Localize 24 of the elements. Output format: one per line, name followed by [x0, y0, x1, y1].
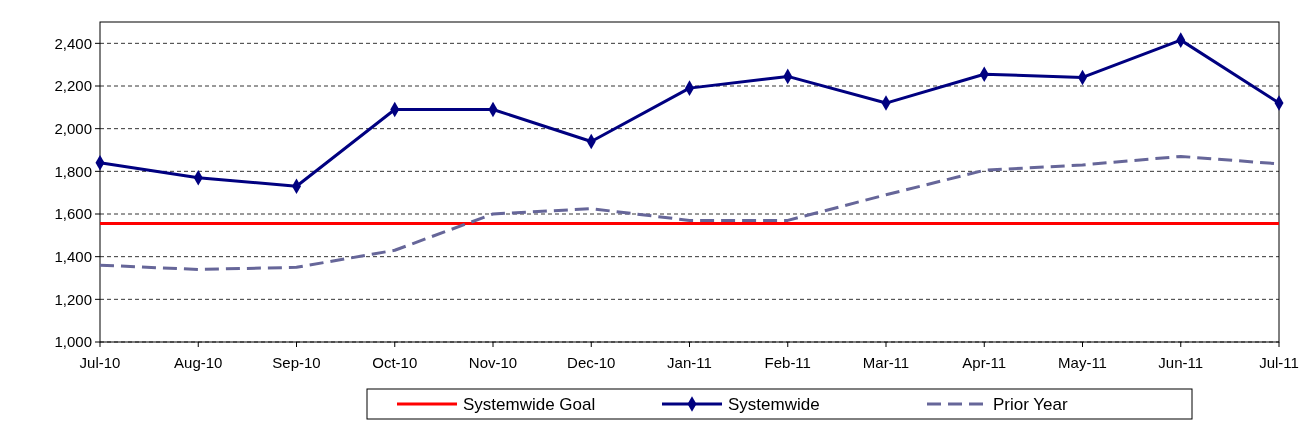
x-tick-label: Apr-11 — [962, 354, 1007, 371]
legend-label: Systemwide — [728, 394, 820, 414]
x-tick-label: Jul-11 — [1259, 354, 1299, 371]
x-tick-label: Feb-11 — [764, 354, 811, 371]
legend-label: Systemwide Goal — [463, 394, 596, 414]
x-tick-label: Jul-10 — [79, 354, 121, 371]
y-tick-label: 2,400 — [54, 34, 92, 52]
y-tick-label: 1,400 — [54, 247, 92, 265]
legend-label: Prior Year — [993, 394, 1068, 414]
y-tick-label: 2,200 — [54, 77, 92, 95]
y-tick-label: 2,000 — [54, 119, 92, 137]
y-tick-label: 1,800 — [54, 162, 92, 180]
y-tick-label: 1,600 — [54, 205, 92, 223]
x-tick-label: Oct-10 — [372, 354, 418, 371]
x-tick-label: Jan-11 — [667, 354, 712, 371]
x-tick-label: Sep-10 — [272, 354, 321, 371]
x-tick-label: May-11 — [1058, 354, 1107, 371]
y-tick-label: 1,200 — [54, 290, 92, 308]
x-tick-label: Jun-11 — [1158, 354, 1204, 371]
x-tick-label: Mar-11 — [862, 354, 910, 371]
x-tick-label: Nov-10 — [468, 354, 518, 371]
x-tick-label: Aug-10 — [174, 354, 223, 371]
x-tick-label: Dec-10 — [567, 354, 616, 371]
y-tick-label: 1,000 — [54, 333, 92, 351]
